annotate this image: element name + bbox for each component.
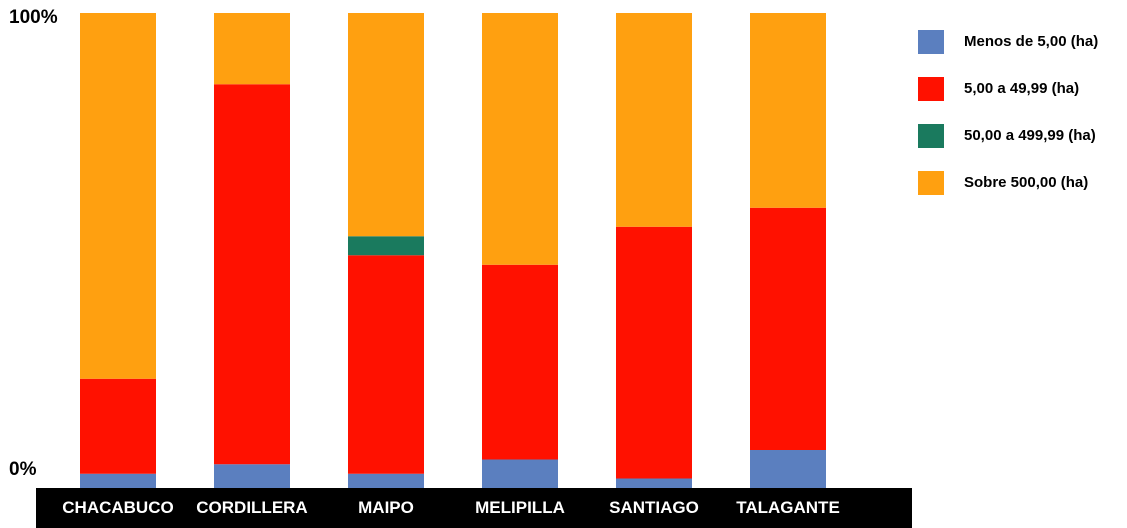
legend-label: 50,00 a 499,99 (ha)	[964, 127, 1096, 144]
legend-swatch	[918, 30, 944, 54]
legend-label: Menos de 5,00 (ha)	[964, 33, 1099, 50]
bar-segment	[214, 13, 290, 85]
bar-segment	[482, 459, 558, 488]
category-label: MAIPO	[358, 498, 414, 517]
bar-segment	[750, 450, 826, 488]
bar-segment	[214, 464, 290, 488]
bar-segment	[482, 13, 558, 265]
bar-segment	[482, 264, 558, 460]
bar-segment	[80, 378, 156, 474]
legend-swatch	[918, 77, 944, 101]
bar-segment	[214, 84, 290, 465]
legend-label: Sobre 500,00 (ha)	[964, 174, 1089, 191]
bar-segment	[616, 13, 692, 227]
category-label: SANTIAGO	[609, 498, 699, 517]
category-label: CORDILLERA	[196, 498, 308, 517]
bar-segment	[616, 478, 692, 488]
bar-segment	[348, 473, 424, 488]
legend-label: 5,00 a 49,99 (ha)	[964, 80, 1080, 97]
bar-segment	[348, 236, 424, 256]
category-axis-bar: CHACABUCO CORDILLERA MAIPO MELIPILLA SANTIAG…	[36, 488, 912, 528]
bar-segment	[750, 207, 826, 450]
y-tick-top: 100%	[9, 7, 58, 28]
bar-segment	[80, 13, 156, 379]
legend-swatch	[918, 171, 944, 195]
bar-segment	[750, 13, 826, 208]
category-label: CHACABUCO	[62, 498, 174, 517]
legend-swatch	[918, 124, 944, 148]
category-label: TALAGANTE	[736, 498, 840, 517]
y-tick-bottom: 0%	[9, 459, 37, 480]
category-label: MELIPILLA	[475, 498, 565, 517]
bar-segment	[616, 226, 692, 479]
bar-segment	[348, 255, 424, 474]
bar-segment	[348, 13, 424, 237]
bar-segment	[80, 473, 156, 488]
